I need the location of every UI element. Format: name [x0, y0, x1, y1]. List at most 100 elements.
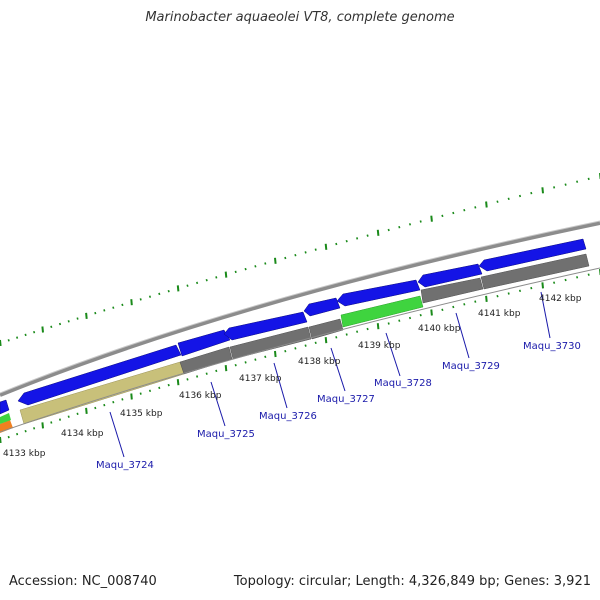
minor-tick: [234, 270, 237, 274]
backbone-track-highlight: [0, 220, 600, 394]
minor-tick: [419, 313, 422, 317]
minor-tick: [24, 429, 27, 433]
minor-tick: [67, 320, 70, 323]
minor-tick: [33, 330, 36, 334]
minor-tick: [564, 183, 567, 186]
minor-tick: [148, 295, 152, 298]
minor-tick: [284, 256, 287, 260]
coord-label-4136: 4136 kbp: [179, 391, 222, 401]
cds-segment-maqu-3727[interactable]: [308, 318, 344, 340]
minor-tick: [94, 311, 97, 315]
cds-segment-green-edge[interactable]: [0, 413, 11, 424]
leader-maqu-3730: [540, 291, 551, 339]
cds-segment-maqu-3729[interactable]: [420, 277, 484, 304]
minor-tick: [474, 206, 477, 209]
minor-tick: [264, 355, 267, 359]
minor-tick: [398, 319, 401, 322]
minor-tick: [441, 214, 444, 218]
coord-label-4141: 4141 kbp: [478, 309, 521, 319]
minor-tick: [294, 253, 297, 257]
minor-tick: [148, 389, 152, 393]
minor-tick: [398, 225, 401, 229]
leader-maqu-3725: [210, 381, 226, 427]
minor-tick: [345, 239, 348, 243]
minor-tick: [304, 344, 307, 347]
gene-arrow-maqu-3727[interactable]: [303, 297, 341, 317]
gene-label-maqu-3724[interactable]: Maqu_3724: [96, 460, 154, 471]
cds-segment-maqu-3728[interactable]: [340, 295, 424, 328]
minor-tick: [112, 306, 115, 309]
minor-tick: [215, 369, 218, 373]
major-tick: [430, 309, 433, 316]
minor-tick: [496, 294, 499, 298]
gene-label-maqu-3730[interactable]: Maqu_3730: [523, 341, 581, 352]
major-tick: [41, 326, 44, 333]
minor-tick: [452, 211, 455, 215]
leader-maqu-3727: [330, 347, 346, 392]
gene-arrow-maqu-3730[interactable]: [478, 238, 587, 272]
inner-track-line: [0, 267, 600, 433]
gene-label-maqu-3725[interactable]: Maqu_3725: [197, 429, 255, 440]
minor-tick: [205, 372, 208, 375]
minor-tick: [196, 281, 199, 285]
minor-tick: [254, 358, 257, 361]
major-tick: [485, 295, 488, 302]
minor-tick: [553, 186, 556, 189]
forward-strand-track: [0, 238, 587, 415]
major-tick: [130, 393, 133, 400]
minor-tick: [419, 220, 422, 223]
gene-arrow-left-edge[interactable]: [0, 399, 10, 415]
map-title: Marinobacter aquaeolei VT8, complete gen…: [145, 10, 455, 25]
gene-arrow-maqu-3726[interactable]: [223, 311, 308, 341]
outer-ticks: [0, 173, 600, 347]
minor-tick: [366, 234, 369, 237]
leader-maqu-3724: [109, 411, 125, 458]
minor-tick: [530, 191, 533, 195]
gene-arrow-maqu-3728[interactable]: [336, 279, 421, 307]
minor-tick: [474, 300, 477, 303]
minor-tick: [463, 303, 466, 306]
minor-tick: [112, 400, 115, 404]
minor-tick: [33, 427, 36, 430]
gene-label-maqu-3727[interactable]: Maqu_3727: [317, 394, 375, 405]
major-tick: [0, 436, 2, 444]
major-tick: [485, 201, 488, 208]
minor-tick: [408, 316, 412, 320]
gene-arrow-maqu-3724[interactable]: [17, 344, 182, 406]
minor-tick: [507, 197, 510, 201]
coord-label-4134: 4134 kbp: [61, 429, 104, 439]
minor-tick: [67, 415, 70, 418]
minor-tick: [103, 309, 106, 312]
minor-tick: [158, 386, 161, 390]
minor-tick: [50, 421, 53, 424]
minor-tick: [254, 265, 257, 268]
genome-summary-label: Topology: circular; Length: 4,326,849 bp…: [233, 574, 591, 589]
cds-segment-maqu-3730[interactable]: [480, 253, 590, 290]
gene-label-maqu-3729[interactable]: Maqu_3729: [442, 361, 500, 372]
gene-label-maqu-3728[interactable]: Maqu_3728: [374, 378, 432, 389]
minor-tick: [576, 180, 579, 183]
cds-segment-orange-edge[interactable]: [0, 420, 13, 433]
minor-tick: [284, 349, 287, 353]
gene-arrow-maqu-3725[interactable]: [177, 329, 231, 357]
coordinate-labels: 4133 kbp 4134 kbp 4135 kbp 4136 kbp 4137…: [3, 294, 582, 459]
minor-tick: [463, 208, 466, 212]
cds-segment-maqu-3726[interactable]: [229, 326, 312, 360]
minor-tick: [244, 267, 247, 271]
gene-label-leaders: [109, 291, 551, 458]
gene-label-maqu-3726[interactable]: Maqu_3726: [259, 411, 317, 422]
minor-tick: [234, 363, 237, 367]
minor-tick: [345, 333, 348, 336]
minor-tick: [121, 398, 124, 401]
minor-tick: [264, 262, 267, 265]
coord-label-4139: 4139 kbp: [358, 341, 401, 351]
coord-label-4138: 4138 kbp: [298, 357, 341, 367]
minor-tick: [94, 406, 97, 410]
gene-arrow-maqu-3729[interactable]: [417, 263, 483, 288]
backbone-track: [0, 221, 600, 397]
major-tick: [274, 350, 277, 358]
major-tick: [376, 323, 380, 330]
inner-ticks: [0, 269, 600, 444]
minor-tick: [387, 322, 390, 325]
